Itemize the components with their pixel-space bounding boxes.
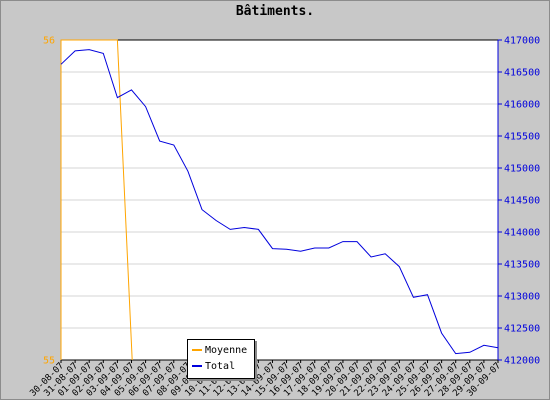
legend-swatch-moyenne	[192, 349, 202, 351]
right-tick-label: 415500	[504, 132, 540, 143]
right-tick-label: 412500	[504, 324, 540, 335]
right-tick-label: 416000	[504, 100, 540, 111]
legend: Moyenne Total	[187, 339, 255, 379]
legend-item-total: Total	[192, 360, 235, 374]
left-tick-label: 56	[43, 36, 55, 47]
left-tick-label: 55	[43, 356, 55, 367]
legend-item-moyenne: Moyenne	[192, 344, 247, 358]
right-tick-label: 412000	[504, 356, 540, 367]
legend-label-moyenne: Moyenne	[205, 345, 248, 356]
right-tick-label: 414500	[504, 196, 540, 207]
right-tick-label: 413000	[504, 292, 540, 303]
right-tick-label: 417000	[504, 36, 540, 47]
right-axis: 412000 412500 413000 413500 414000 414500 4150…	[497, 36, 540, 367]
left-axis: 55 56	[43, 36, 62, 367]
series-line-total	[60, 49, 499, 355]
series-line-moyenne	[60, 39, 133, 361]
legend-label-total: Total	[205, 361, 236, 372]
right-tick-label: 415000	[504, 164, 540, 175]
x-axis: 30-08-0731-08-0701-09-0702-09-0703-09-07…	[28, 360, 503, 399]
right-tick-label: 413500	[504, 260, 540, 271]
right-tick-label: 414000	[504, 228, 540, 239]
chart-title: Bâtiments.	[235, 4, 315, 19]
legend-swatch-total	[192, 365, 202, 367]
series-layer	[60, 39, 499, 361]
grid	[61, 71, 498, 329]
right-tick-label: 416500	[504, 68, 540, 79]
